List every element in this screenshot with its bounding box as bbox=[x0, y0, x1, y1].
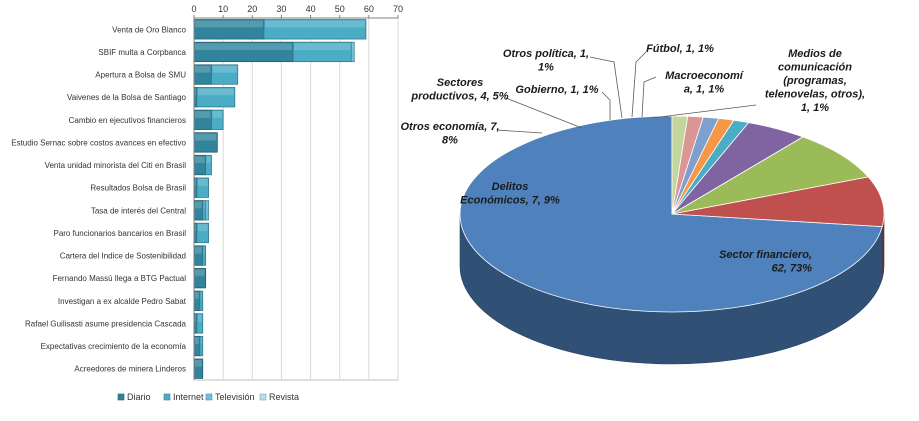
legend-swatch bbox=[205, 393, 213, 401]
pie-slice-label: Sector financiero, 62, 73% bbox=[719, 249, 812, 275]
bar-segment bbox=[211, 64, 239, 85]
leader-line bbox=[505, 97, 583, 129]
category-label: Estudio Sernac sobre costos avances en e… bbox=[11, 138, 186, 147]
x-tick-label: 60 bbox=[364, 4, 374, 14]
bar-chart: 0 10 20 30 40 50 60 70 Venta de Oro Blanco SBIF m… bbox=[11, 4, 403, 402]
category-label: Cartera del Indice de Sostenibilidad bbox=[60, 252, 186, 261]
bar-highlight bbox=[197, 178, 208, 186]
bar-highlight bbox=[195, 111, 211, 118]
category-label: Vaivenes de la Bolsa de Santiago bbox=[67, 93, 187, 102]
category-label: Paro funcionarios bancarios en Brasil bbox=[53, 229, 186, 238]
bar-highlight bbox=[195, 88, 196, 96]
bar-segment bbox=[205, 154, 212, 176]
bar-segment bbox=[196, 87, 236, 108]
category-label: Expectativas crecimiento de la economía bbox=[41, 342, 187, 351]
legend-swatch bbox=[259, 393, 267, 401]
x-tick-label: 40 bbox=[306, 4, 316, 14]
bar-segment bbox=[202, 245, 207, 266]
bar-highlight bbox=[352, 43, 354, 51]
pie-slice-label: Sectores productivos, 4, 5% bbox=[410, 77, 508, 103]
pie-slice-label: Otros economía, 7, 8% bbox=[400, 121, 499, 147]
bar-highlight bbox=[195, 201, 202, 209]
bar-highlight bbox=[206, 201, 208, 209]
x-tick-label: 10 bbox=[218, 4, 228, 14]
bar-highlight bbox=[200, 292, 202, 299]
bar-segment bbox=[263, 19, 367, 40]
bar-highlight bbox=[294, 43, 351, 51]
category-label: Venta unidad minorista del Citi en Brasi… bbox=[45, 161, 187, 170]
bar-highlight bbox=[195, 178, 196, 186]
pie-slice-label: Fútbol, 1, 1% bbox=[646, 43, 714, 55]
bar-segment bbox=[211, 109, 224, 130]
legend-label: Diario bbox=[127, 392, 151, 402]
bar-highlight bbox=[195, 246, 202, 254]
bar-segment bbox=[350, 41, 355, 63]
bar-highlight bbox=[197, 224, 208, 232]
category-label: SBIF multa a Corpbanca bbox=[98, 48, 186, 57]
bar-highlight bbox=[195, 269, 205, 277]
pie-slice bbox=[671, 176, 885, 228]
pie-slice-label: Otros política, 1, 1% bbox=[503, 48, 589, 74]
bar-highlight bbox=[195, 292, 199, 299]
pie-slice bbox=[671, 115, 689, 215]
bar-highlight bbox=[195, 65, 211, 73]
bar-highlight bbox=[264, 20, 365, 28]
category-label: Investigan a ex alcalde Pedro Sabat bbox=[58, 297, 187, 306]
category-label: Rafael Guilisasti asume presidencia Casc… bbox=[25, 319, 187, 328]
legend-swatch bbox=[117, 393, 125, 401]
category-label: Venta de Oro Blanco bbox=[112, 25, 186, 34]
bar-highlight bbox=[195, 359, 202, 367]
pie-slice bbox=[459, 115, 883, 313]
category-label: Resultados Bolsa de Brasil bbox=[90, 184, 186, 193]
bar-highlight bbox=[195, 156, 205, 164]
category-label: Tasa de interés del Central bbox=[91, 206, 186, 215]
bar-segment bbox=[205, 200, 209, 221]
x-tick-label: 0 bbox=[191, 4, 196, 14]
bar-segment bbox=[196, 177, 209, 198]
bar-highlight bbox=[203, 246, 205, 254]
bar-highlight bbox=[195, 314, 196, 322]
leader-line bbox=[641, 76, 657, 118]
bar-highlight bbox=[195, 43, 293, 51]
leader-line bbox=[651, 104, 757, 119]
bar-highlight bbox=[195, 133, 217, 141]
pie-chart: Sector financiero, 62, 73% Delitos Económic… bbox=[400, 43, 885, 365]
x-tick-label: 50 bbox=[335, 4, 345, 14]
bar-highlight bbox=[197, 88, 234, 96]
pie-slice-label: Delitos Económicos, 7, 9% bbox=[460, 181, 560, 207]
bar-segment bbox=[199, 335, 204, 357]
bar-segment bbox=[196, 222, 209, 244]
bar-highlight bbox=[212, 111, 223, 118]
leader-line bbox=[601, 91, 611, 120]
category-label: Apertura a Bolsa de SMU bbox=[95, 71, 186, 80]
bar-highlight bbox=[203, 201, 205, 209]
legend-label: Internet bbox=[173, 392, 204, 402]
bar-segment bbox=[199, 290, 204, 311]
bar-highlight bbox=[195, 337, 199, 345]
bar-highlight bbox=[195, 20, 263, 28]
x-tick-label: 30 bbox=[276, 4, 286, 14]
legend-swatch bbox=[163, 393, 171, 401]
pie-slice-label: Gobierno, 1, 1% bbox=[515, 84, 598, 96]
leader-line bbox=[496, 129, 543, 134]
category-label: Acreedores de minera Linderos bbox=[74, 365, 186, 374]
x-tick-label: 20 bbox=[247, 4, 257, 14]
leader-line bbox=[631, 51, 647, 118]
bar-highlight bbox=[200, 337, 202, 345]
pie-slice-label: Macroeconomí a, 1, 1% bbox=[665, 70, 745, 96]
bar-highlight bbox=[197, 314, 202, 322]
bar-highlight bbox=[212, 65, 237, 73]
bar-highlight bbox=[206, 156, 211, 164]
legend-label: Revista bbox=[269, 392, 299, 402]
pie-slice-label: Medios de comunicación (programas, telenove… bbox=[765, 48, 865, 114]
category-label: Cambio en ejecutivos financieros bbox=[69, 116, 186, 125]
bar-segment bbox=[196, 313, 204, 334]
category-label: Fernando Massú llega a BTG Pactual bbox=[53, 274, 187, 283]
pie-slice bbox=[671, 136, 870, 215]
bar-highlight bbox=[195, 224, 196, 232]
leader-line bbox=[589, 56, 623, 119]
legend-label: Televisión bbox=[215, 392, 255, 402]
x-tick-label: 70 bbox=[393, 4, 403, 14]
